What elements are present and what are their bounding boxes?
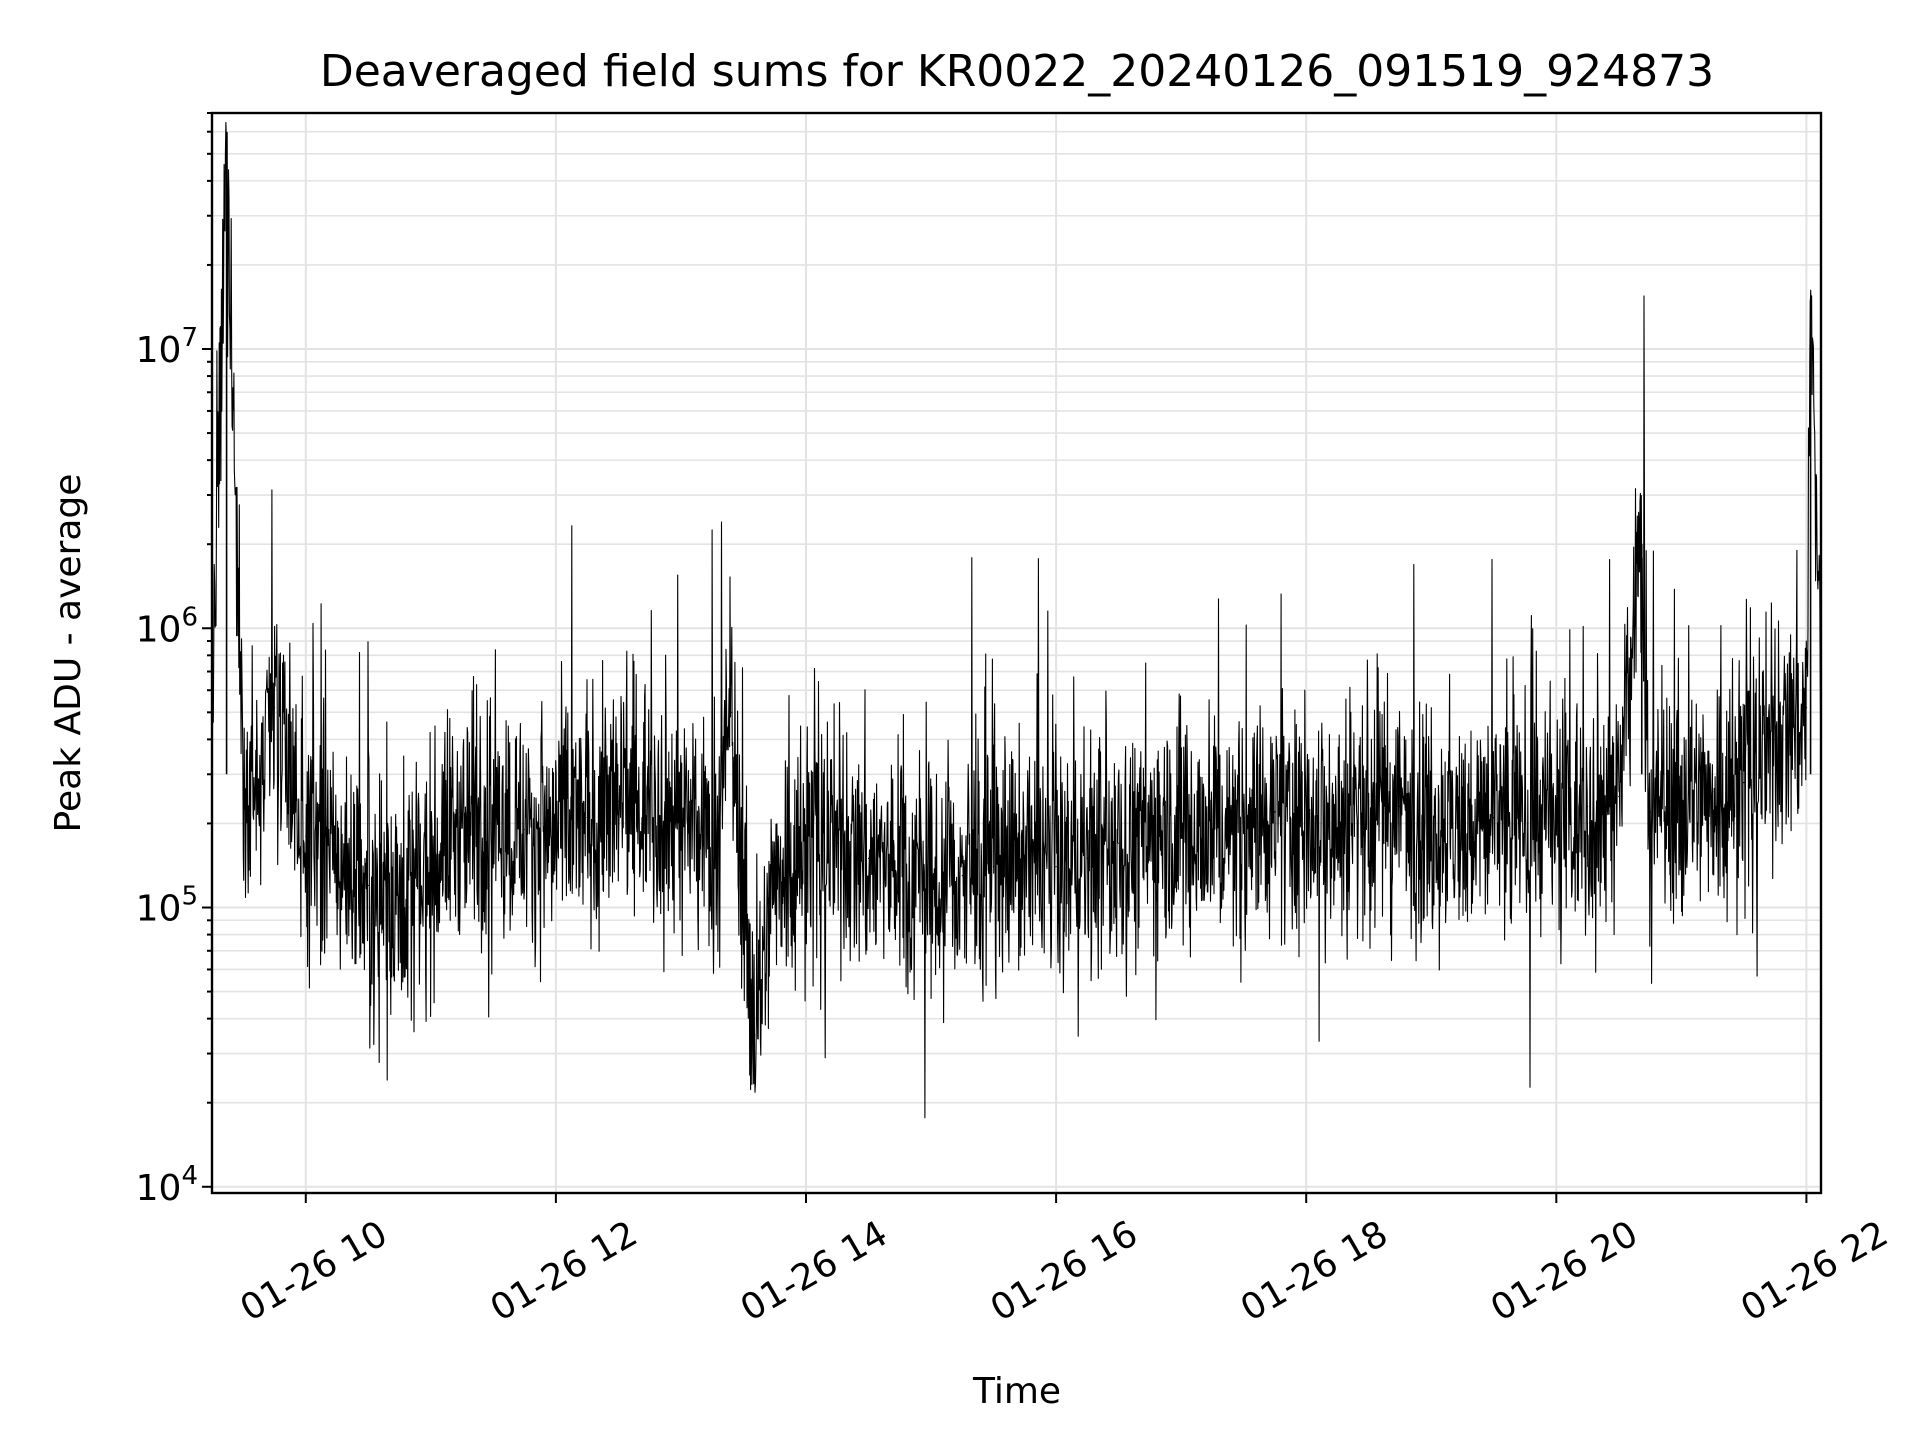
data-point	[242, 773, 244, 775]
data-point	[305, 835, 307, 837]
x-axis: 01-26 10 01-26 12 01-26 14 01-26 16 01-26 18…	[234, 1193, 1895, 1330]
data-point	[805, 849, 807, 852]
x-tick-label: 01-26 18	[1234, 1213, 1395, 1329]
data-point	[257, 795, 259, 797]
x-tick-label: 01-26 14	[734, 1213, 895, 1329]
data-point	[1743, 782, 1745, 784]
x-tick-label: 01-26 20	[1484, 1213, 1645, 1329]
data-point	[730, 711, 732, 713]
data-point	[442, 835, 444, 837]
y-axis-label: Peak ADU - average	[48, 474, 89, 833]
series-layer	[211, 121, 1822, 1119]
chart-title: Deaveraged field sums for KR0022_2024012…	[320, 46, 1714, 97]
data-point	[1180, 822, 1182, 825]
data-point	[1368, 800, 1370, 802]
data-point	[1461, 829, 1464, 831]
x-tick-label: 01-26 10	[234, 1213, 395, 1329]
data-point	[1274, 811, 1276, 813]
data-point	[336, 857, 338, 859]
data-point	[430, 875, 432, 877]
y-tick-label: 107	[136, 323, 198, 371]
data-point	[1712, 791, 1714, 793]
data-point	[617, 800, 620, 802]
data-point	[1618, 795, 1620, 797]
series-line	[211, 121, 1822, 1119]
data-point	[1118, 842, 1120, 844]
data-point	[1493, 816, 1495, 819]
data-point	[774, 866, 776, 868]
grid-lines	[212, 112, 1821, 1193]
data-point	[1680, 800, 1682, 802]
data-point	[1555, 822, 1557, 825]
data-point	[1211, 829, 1214, 831]
data-point	[836, 842, 838, 844]
data-point	[742, 895, 745, 897]
data-point	[492, 811, 494, 813]
data-point	[1586, 805, 1589, 808]
x-tick-label: 01-26 12	[484, 1213, 645, 1329]
data-point	[524, 829, 526, 831]
y-tick-label: 105	[136, 882, 198, 930]
data-point	[961, 875, 963, 877]
data-point	[273, 706, 276, 709]
data-point	[555, 835, 557, 837]
data-point	[755, 1034, 757, 1036]
data-point	[1430, 822, 1432, 825]
y-axis: 104 105 106 107	[136, 112, 212, 1209]
data-point	[1024, 857, 1026, 859]
data-point	[1805, 706, 1808, 709]
x-axis-label: Time	[972, 1371, 1061, 1412]
data-point	[930, 884, 932, 887]
data-point	[680, 816, 682, 819]
data-point	[1305, 822, 1307, 825]
data-point	[1336, 829, 1339, 831]
plot-frame	[210, 111, 1823, 1195]
data-point	[398, 895, 401, 897]
data-point	[899, 866, 901, 868]
data-point	[1243, 816, 1245, 819]
data-point	[1399, 805, 1401, 808]
data-point	[867, 857, 870, 859]
data-point	[1524, 811, 1526, 813]
x-tick-label: 01-26 22	[1734, 1213, 1895, 1329]
data-point	[586, 816, 588, 819]
data-point	[1055, 866, 1057, 868]
data-point	[1149, 835, 1151, 837]
y-tick-label: 104	[136, 1161, 198, 1209]
data-point	[367, 884, 369, 887]
data-point	[992, 866, 995, 868]
y-tick-label: 106	[136, 602, 198, 650]
data-point	[1649, 811, 1651, 813]
data-point	[461, 822, 463, 825]
data-point	[1086, 857, 1088, 859]
x-tick-label: 01-26 16	[984, 1213, 1145, 1329]
data-point	[649, 791, 651, 793]
data-point	[711, 849, 713, 852]
data-point	[1774, 738, 1776, 740]
